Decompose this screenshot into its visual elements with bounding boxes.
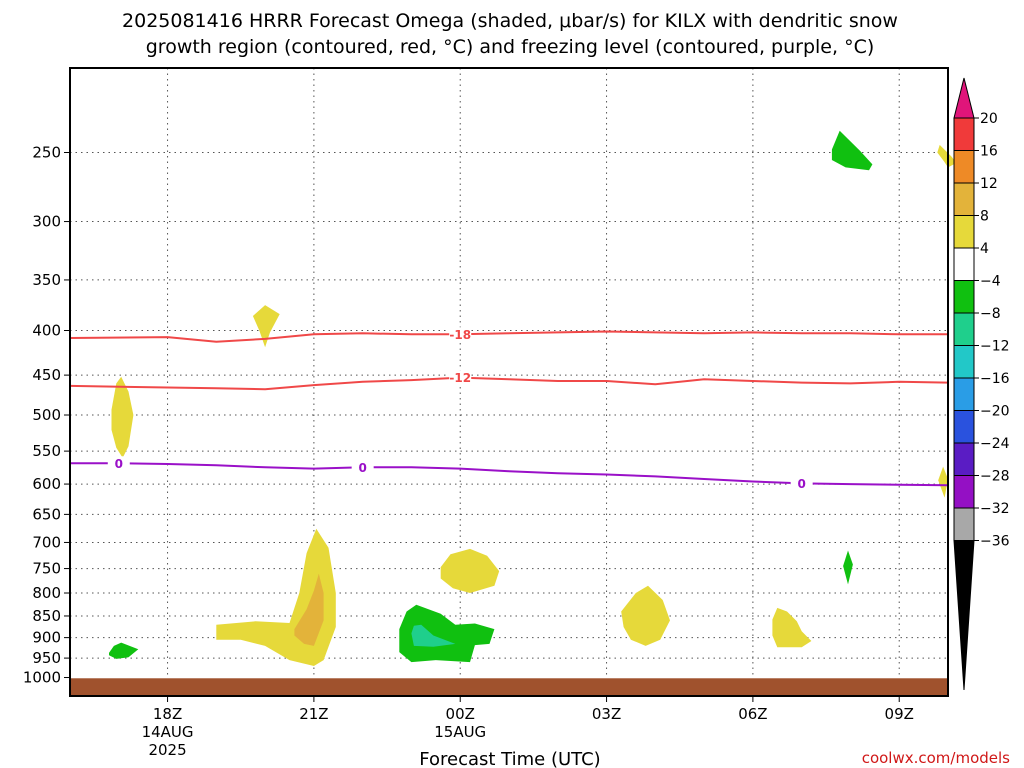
colorbar-swatch [953,117,975,151]
colorbar-swatch [953,150,975,184]
y-tick-label: 700 [32,533,61,551]
omega-shaded-region [831,130,873,171]
colorbar-swatch [953,377,975,411]
omega-shaded-region [111,376,134,458]
y-tick-label: 300 [32,213,61,231]
y-tick-label: 500 [32,406,61,424]
colorbar-swatch [953,247,975,281]
colorbar-swatch [953,280,975,314]
omega-shaded-region [621,585,670,646]
y-tick-label: 750 [32,560,61,578]
omega-shaded-region [843,550,853,585]
colorbar-label: 16 [980,144,998,160]
y-tick-label: 550 [32,442,61,460]
colorbar-bottom-arrow [953,540,975,691]
x-tick-label: 00Z [446,705,475,723]
credit-link[interactable]: coolwx.com/models [862,749,1010,767]
x-tick-label: 21Z [299,705,328,723]
colorbar-swatch [953,182,975,216]
colorbar-label: −12 [980,339,1010,355]
contour-line [69,330,948,343]
y-tick-label: 1000 [23,669,61,687]
colorbar-label: 4 [980,241,989,257]
y-tick-label: 250 [32,144,61,162]
colorbar-label: −24 [980,436,1010,452]
omega-shaded-region [772,607,812,648]
y-tick-label: 800 [32,584,61,602]
chart-title-line2: growth region (contoured, red, °C) and f… [146,36,875,58]
omega-shaded-regions [109,130,957,666]
contour-label: 0 [115,457,123,471]
colorbar-top-arrow [953,77,975,119]
omega-shaded-region [399,604,495,663]
omega-shaded-region [937,144,957,168]
omega-shaded-region [938,466,948,498]
omega-shaded-region [411,624,456,647]
colorbar-label: −4 [980,274,1001,290]
contour-label-background [790,476,813,491]
omega-shaded-region [440,548,500,593]
contour-line [69,376,949,391]
x-tick-label: 03Z [592,705,621,723]
contour-label-background [351,460,374,475]
colorbar-label: −20 [980,404,1010,420]
temperature-contours: -18 -12 0 0 0 [69,327,949,491]
colorbar-label: 12 [980,176,998,192]
colorbar-label: 20 [980,111,998,127]
x-tick-label: 14AUG [142,723,194,741]
y-tick-label: 900 [32,629,61,647]
contour-label: -18 [449,328,471,342]
y-tick-label: 450 [32,366,61,384]
chart-title-line1: 2025081416 HRRR Forecast Omega (shaded, … [122,10,898,32]
colorbar-label: −8 [980,306,1001,322]
y-tick-label: 350 [32,271,61,289]
colorbar-label: −36 [980,534,1010,550]
colorbar-swatch [953,215,975,249]
contour-label-background [449,370,472,385]
x-tick-label: 2025 [148,741,186,759]
plot-area: -18 -12 0 0 0 [69,67,957,697]
colorbar-swatch [953,475,975,509]
colorbar-swatch [953,410,975,444]
contour-label: -12 [449,371,471,385]
y-tick-label: 850 [32,607,61,625]
pressure-axis: 250 300 350 400 450 500 550 600 650 700 750 800 850 9… [23,144,70,687]
ground-below-surface [70,678,948,696]
y-tick-label: 950 [32,649,61,667]
colorbar-label: −16 [980,371,1010,387]
x-tick-label: 15AUG [434,723,486,741]
x-axis-label: Forecast Time (UTC) [419,749,600,768]
y-tick-label: 400 [32,322,61,340]
colorbar-label: 8 [980,209,989,225]
colorbar-swatch [953,312,975,346]
x-tick-label: 18Z [153,705,182,723]
colorbar-swatch [953,507,975,541]
plot-frame [69,67,949,697]
x-tick-label: 06Z [738,705,767,723]
contour-label-background [449,327,472,342]
colorbar-swatch [953,442,975,476]
colorbar-swatch [953,345,975,379]
colorbar-label: −28 [980,469,1010,485]
contour-label: 0 [358,461,366,475]
omega-shaded-region [294,573,324,646]
y-tick-label: 650 [32,505,61,523]
y-tick-label: 600 [32,475,61,493]
contour-label: 0 [797,477,805,491]
colorbar-label: −32 [980,501,1010,517]
omega-shaded-region [109,642,139,659]
x-tick-label: 09Z [885,705,914,723]
omega-shaded-region [252,305,280,348]
colorbar: 20 16 12 8 4 −4 −8 −12 −16 −20 −24 −28 −32 −36 [953,77,1010,691]
contour-label-background [107,456,130,471]
